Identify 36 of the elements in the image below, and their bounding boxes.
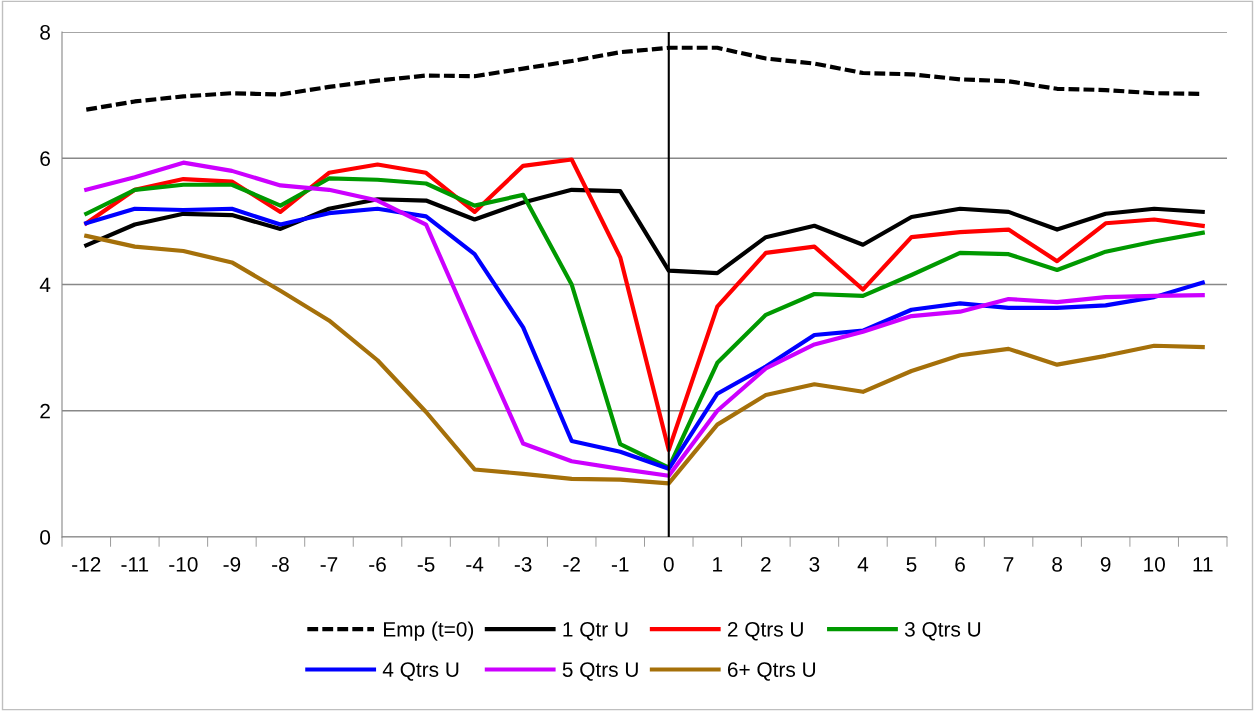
x-tick-label: -10 [169,556,198,572]
x-tick-label: 1 [713,557,723,572]
legend-label: Emp (t=0) [384,621,474,641]
x-tick-label: -2 [563,556,580,572]
x-tick-label: 10 [1144,556,1165,572]
legend-label: 1 Qtr U [563,621,628,641]
x-tick-label: 9 [1100,556,1111,572]
x-tick-label: -9 [223,556,241,572]
x-tick-label: 3 [809,556,820,572]
y-tick-label: 8 [40,25,50,40]
x-tick-label: -11 [121,557,149,572]
x-tick-label: -8 [272,556,289,572]
y-tick-label: 6 [40,151,50,166]
x-tick-label: -12 [72,556,101,572]
x-tick-label: 8 [1052,556,1062,572]
x-tick-label: 6 [955,556,965,572]
x-tick-label: -5 [417,557,435,572]
x-tick-label: -7 [320,557,338,572]
x-tick-label: -4 [466,557,484,572]
x-tick-label: 5 [906,557,917,572]
x-tick-label: 2 [761,556,771,572]
x-tick-label: 7 [1003,557,1014,572]
x-tick-label: 11 [1193,557,1213,572]
y-tick-label: 0 [40,530,51,545]
x-tick-label: 0 [663,556,674,572]
x-tick-label: -1 [611,557,629,572]
y-tick-label: 4 [39,277,51,293]
x-tick-label: -3 [514,556,532,572]
legend-label: 3 Qtrs U [904,621,981,641]
legend-label: 2 Qtrs U [727,621,803,641]
x-tick-label: -6 [369,556,386,572]
legend-label: 4 Qtrs U [382,662,459,681]
legend-label: 5 Qtrs U [562,662,638,681]
y-tick-label: 2 [40,403,50,419]
x-tick-label: 4 [857,557,869,572]
legend-label: 6+ Qtrs U [727,662,816,681]
